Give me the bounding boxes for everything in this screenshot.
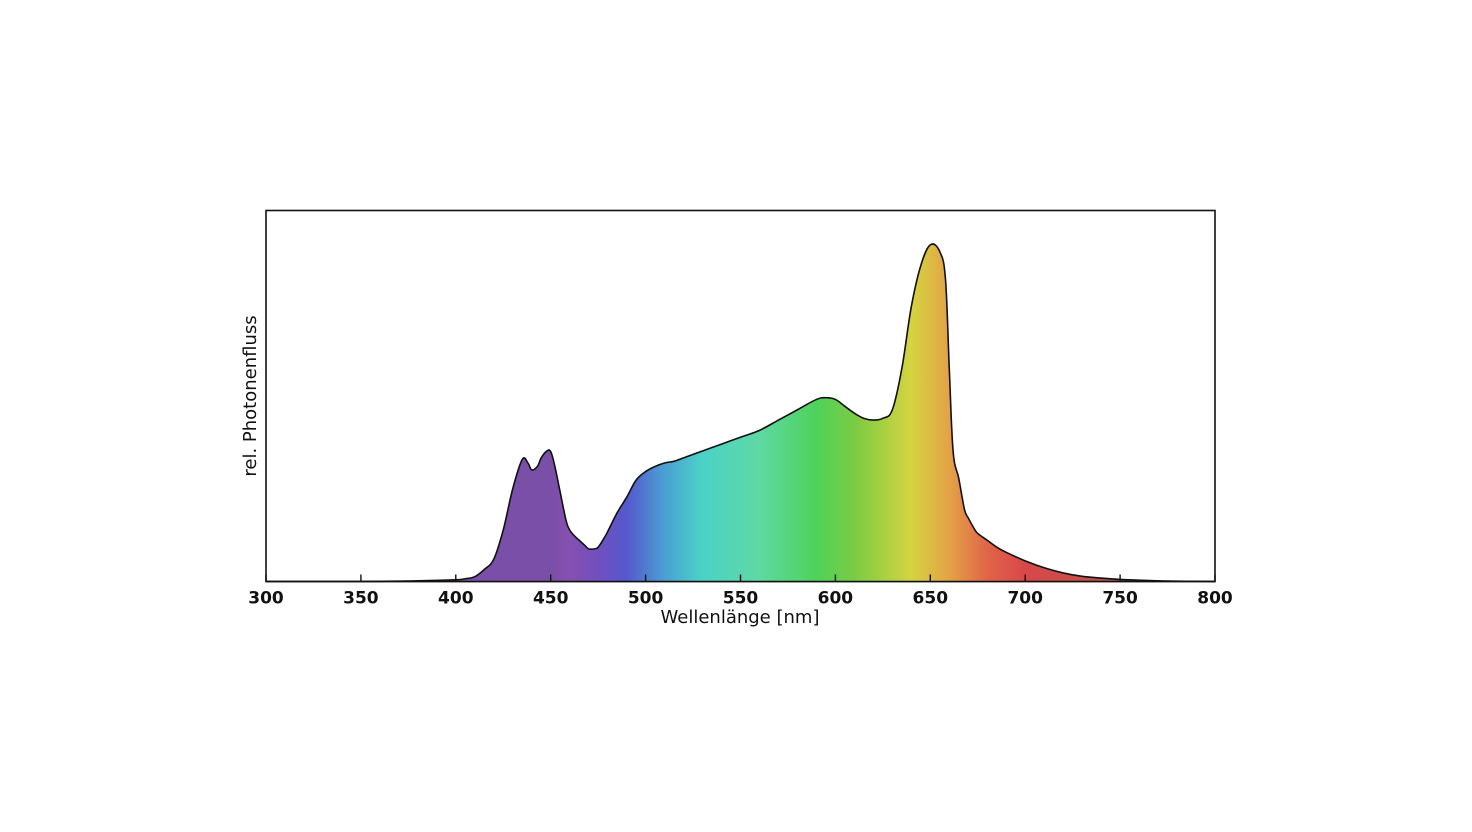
x-tick-label: 600 (818, 589, 854, 609)
spectrum-line (266, 243, 1216, 583)
x-ticks: 300 350 400 450 500 550 600 650 700 750 800 (248, 574, 1233, 609)
x-tick-label: 400 (438, 589, 474, 609)
spectrum-area (266, 244, 1215, 582)
y-axis-title: rel. Photonenfluss (240, 315, 261, 476)
x-tick-label: 300 (248, 589, 284, 609)
x-tick-label: 750 (1102, 589, 1138, 609)
x-tick-label: 350 (343, 589, 379, 609)
x-tick-label: 450 (533, 589, 569, 609)
x-tick-label: 550 (723, 589, 759, 609)
x-axis-title: Wellenlänge [nm] (661, 607, 820, 628)
x-tick-label: 800 (1197, 589, 1233, 609)
x-tick-label: 700 (1007, 589, 1043, 609)
x-tick-label: 650 (913, 589, 949, 609)
x-tick-label: 500 (628, 589, 664, 609)
